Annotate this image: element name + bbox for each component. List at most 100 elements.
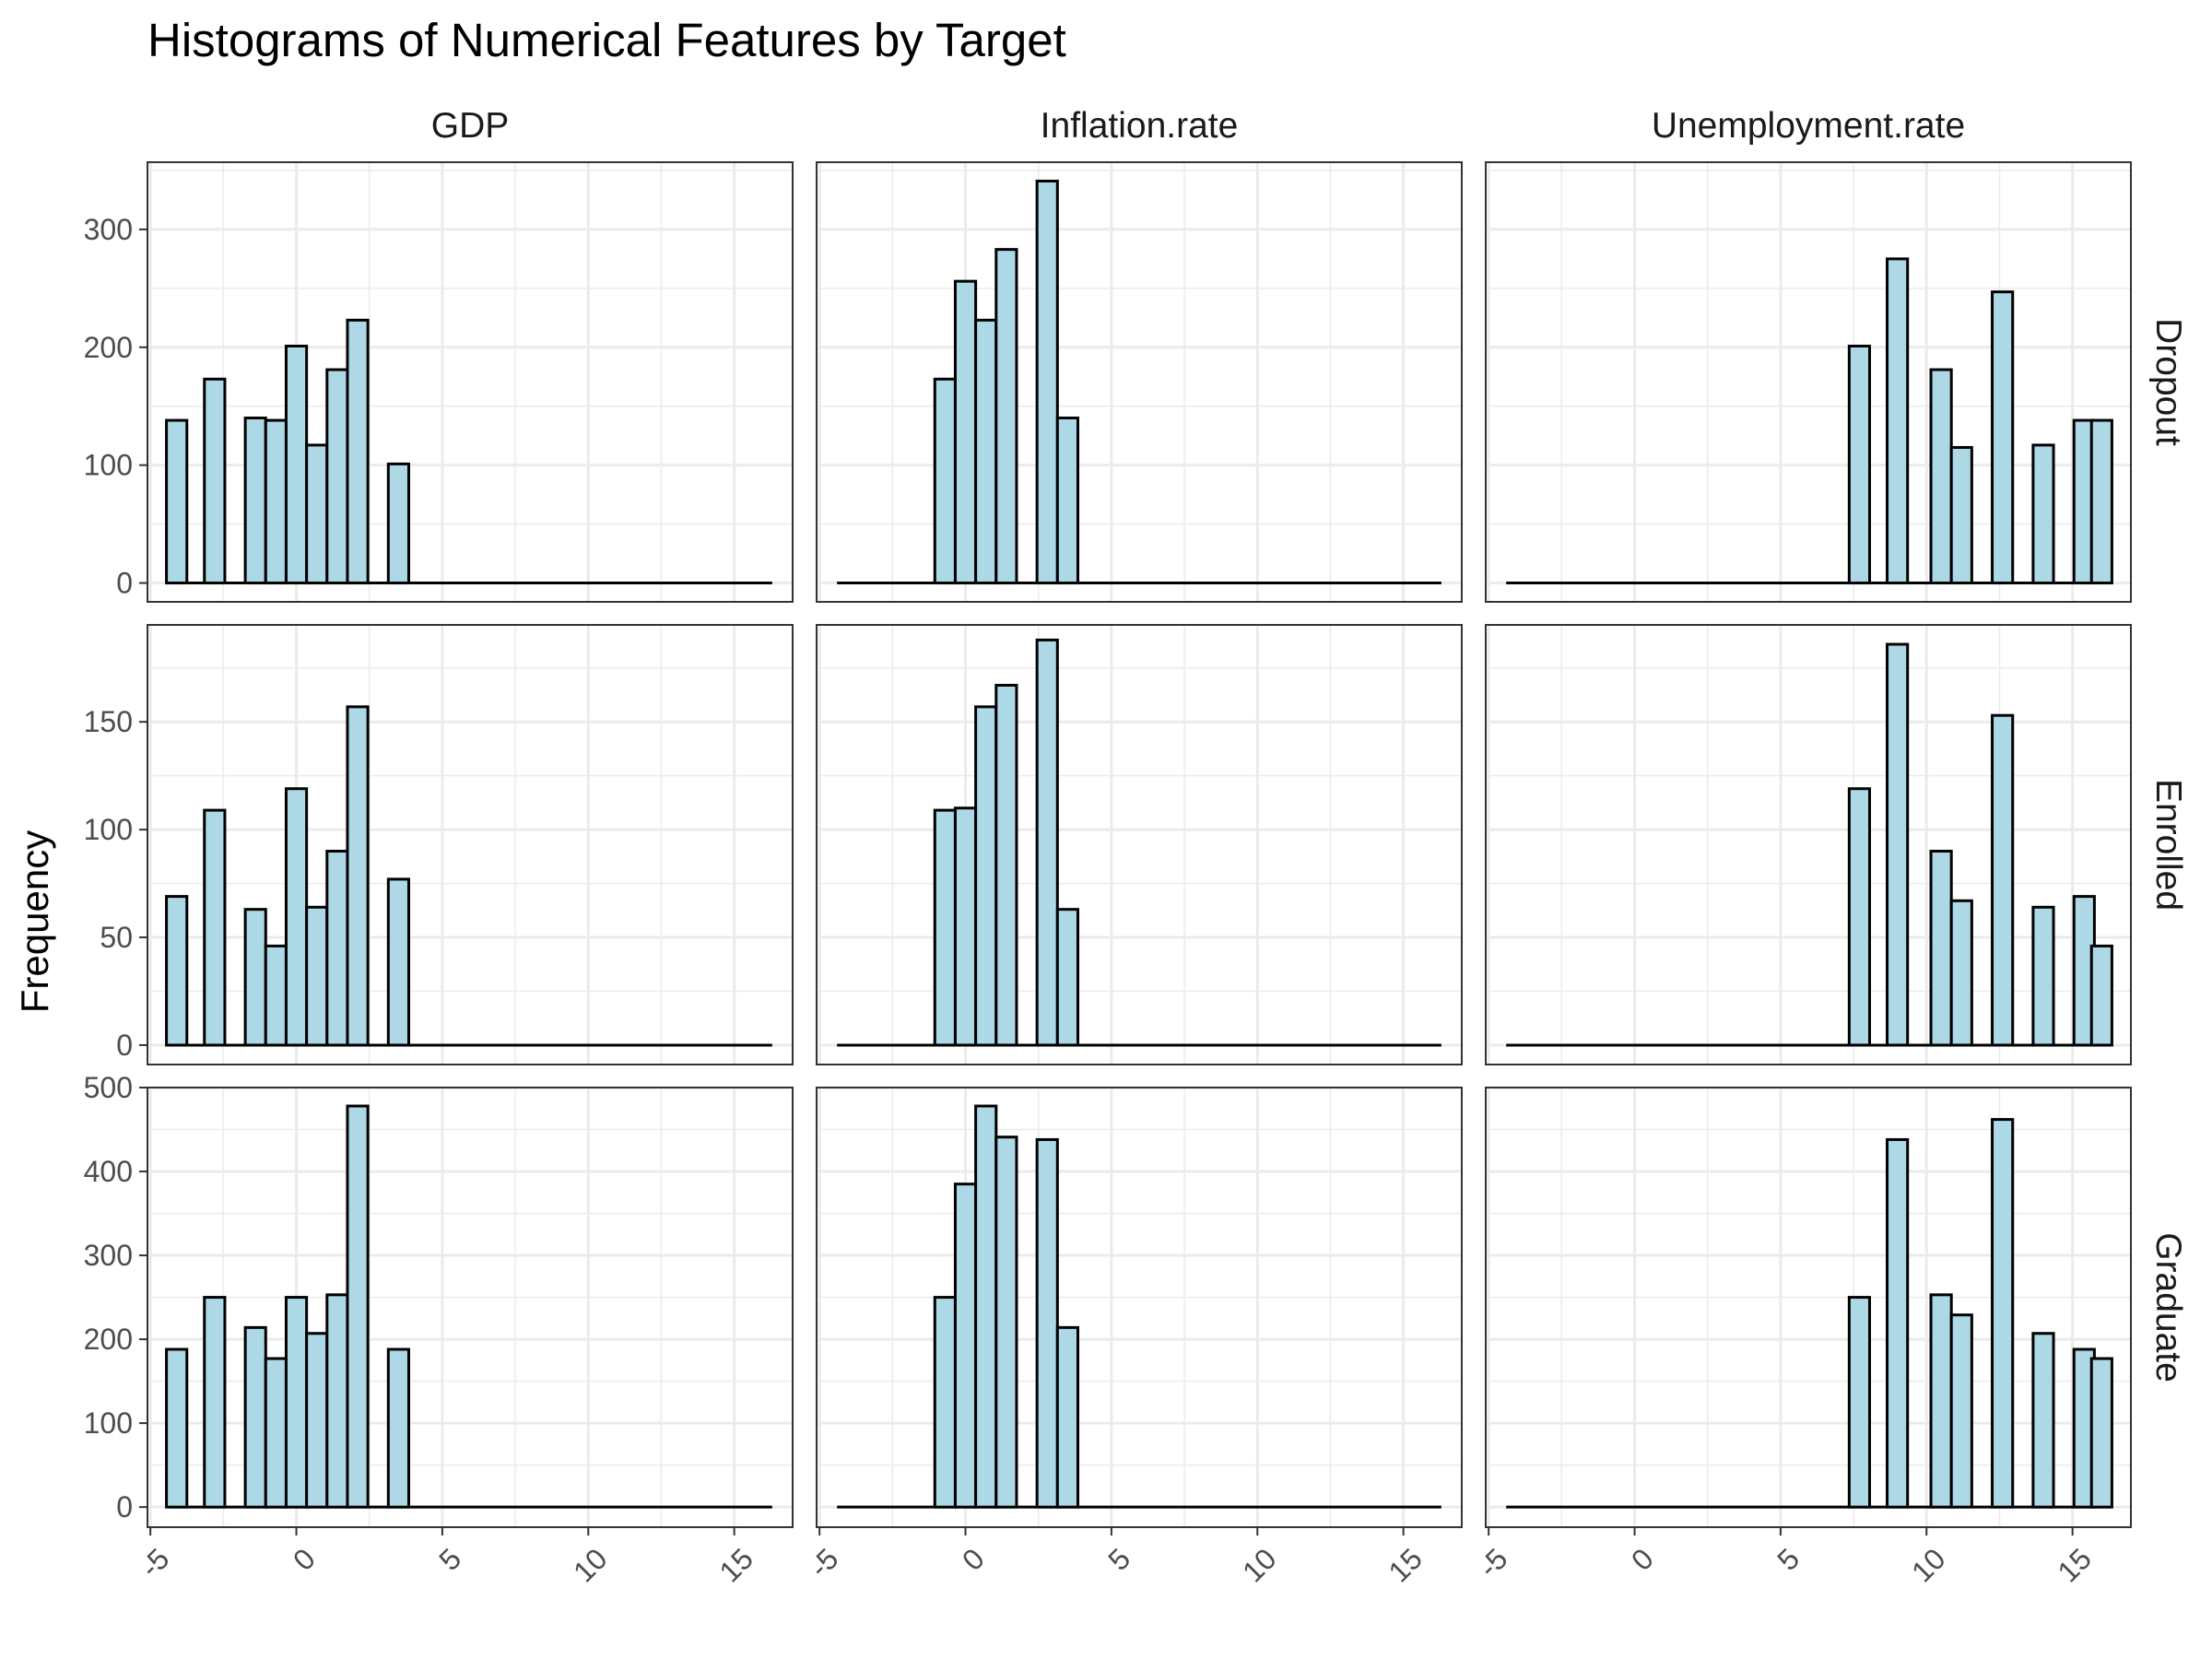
histogram-bar: [325, 368, 349, 585]
histogram-bar: [346, 318, 370, 585]
histogram-bar: [933, 377, 957, 585]
histogram-bar: [1929, 850, 1953, 1047]
histogram-bar: [243, 1325, 267, 1509]
histogram-bar: [953, 1182, 978, 1509]
histogram-bar: [953, 806, 978, 1047]
histogram-bar: [165, 895, 189, 1047]
x-tick-label: 5: [432, 1542, 467, 1577]
histogram-bar: [1929, 1293, 1953, 1509]
strip-label-inflation-rate: Inflation.rate: [1041, 106, 1239, 146]
histogram-bar: [1949, 1313, 1973, 1509]
histogram-bar: [1949, 899, 1973, 1047]
y-tick-label: 500: [84, 1071, 133, 1104]
chart-title: Histograms of Numerical Features by Targ…: [147, 14, 1066, 66]
histogram-bar: [243, 417, 267, 585]
histogram-bar: [1055, 908, 1079, 1047]
histogram-bar: [1949, 445, 1973, 585]
strip-label-graduate: Graduate: [2148, 1232, 2188, 1382]
histogram-bar: [346, 1104, 370, 1509]
histogram-bar: [203, 1296, 227, 1509]
histogram-bar: [2031, 443, 2055, 585]
histogram-bar: [1055, 1325, 1079, 1509]
panel-border: [816, 624, 1463, 1065]
histogram-bar: [284, 344, 309, 585]
histogram-bar: [305, 443, 329, 585]
histogram-bar: [1991, 1118, 2015, 1509]
histogram-bar: [2031, 1332, 2055, 1509]
histogram-bar: [2089, 944, 2113, 1047]
panel-background-graduate-unemployment-rate: [1486, 1088, 2131, 1527]
y-tick-label: 100: [84, 813, 133, 846]
histogram-bar: [346, 705, 370, 1047]
histogram-bar: [305, 905, 329, 1047]
histogram-bar: [974, 318, 998, 585]
panel-border: [816, 161, 1463, 603]
histogram-bar: [284, 1296, 309, 1509]
y-tick-label: 150: [84, 705, 133, 738]
x-tick-label: 5: [1101, 1542, 1136, 1577]
histogram-bar: [1991, 713, 2015, 1047]
histogram-bar: [994, 1135, 1018, 1509]
histogram-bar: [1055, 417, 1079, 585]
histogram-bar: [1929, 368, 1953, 585]
y-tick-label: 200: [84, 331, 133, 364]
panel-border: [147, 1087, 794, 1528]
histogram-bar: [264, 944, 288, 1047]
histogram-bar: [2089, 1357, 2113, 1509]
histogram-bar: [1035, 179, 1059, 585]
panel-border: [1485, 1087, 2132, 1528]
histogram-bar: [165, 418, 189, 585]
x-tick-label: 15: [2051, 1542, 2098, 1589]
y-tick-label: 400: [84, 1155, 133, 1188]
x-tick-label: -5: [803, 1542, 845, 1584]
histogram-bar: [933, 1296, 957, 1509]
histogram-bar: [203, 377, 227, 585]
x-tick-label: -5: [134, 1542, 176, 1584]
histogram-bar: [994, 248, 1018, 585]
strip-label-enrolled: Enrolled: [2148, 779, 2188, 911]
histogram-bar: [994, 683, 1018, 1047]
histogram-bar: [325, 1293, 349, 1509]
y-tick-label: 200: [84, 1323, 133, 1356]
y-tick-label: 0: [116, 1490, 133, 1524]
strip-label-unemployment-rate: Unemployment.rate: [1652, 106, 1965, 146]
panel-background-graduate-inflation-rate: [817, 1088, 1462, 1527]
strip-label-dropout: Dropout: [2148, 318, 2188, 446]
panel-background-dropout-inflation-rate: [817, 162, 1462, 602]
panel-border: [1485, 161, 2132, 603]
histogram-bar: [243, 908, 267, 1047]
histogram-bar: [284, 787, 309, 1047]
strip-label-gdp: GDP: [431, 106, 510, 146]
panel-border: [1485, 624, 2132, 1065]
histogram-bar: [933, 808, 957, 1047]
histogram-bar: [974, 1104, 998, 1509]
x-tick-label: 15: [712, 1542, 759, 1589]
histogram-bar: [974, 705, 998, 1047]
y-tick-label: 300: [84, 213, 133, 246]
histogram-bar: [2031, 905, 2055, 1047]
histogram-bar: [386, 1347, 410, 1509]
histogram-bar: [1886, 257, 1910, 585]
panel-background-dropout-unemployment-rate: [1486, 162, 2131, 602]
histogram-bar: [1035, 1137, 1059, 1509]
y-tick-label: 50: [100, 921, 133, 954]
histogram-bar: [1847, 1296, 1872, 1509]
y-tick-label: 100: [84, 449, 133, 482]
x-tick-label: 0: [287, 1542, 322, 1577]
panel-border: [816, 1087, 1463, 1528]
histogram-bar: [386, 462, 410, 585]
histogram-bar: [1886, 1137, 1910, 1509]
x-tick-label: 15: [1382, 1542, 1429, 1589]
histogram-bar: [1035, 638, 1059, 1047]
panel-background-enrolled-inflation-rate: [817, 625, 1462, 1065]
histogram-bar: [1886, 642, 1910, 1047]
x-tick-label: 0: [1625, 1542, 1660, 1577]
x-tick-label: 10: [1905, 1542, 1952, 1589]
histogram-bar: [953, 279, 978, 585]
y-tick-label: 100: [84, 1406, 133, 1440]
histogram-bar: [203, 808, 227, 1047]
x-tick-label: 5: [1771, 1542, 1806, 1577]
x-tick-label: 0: [956, 1542, 991, 1577]
histogram-bar: [1847, 787, 1872, 1047]
